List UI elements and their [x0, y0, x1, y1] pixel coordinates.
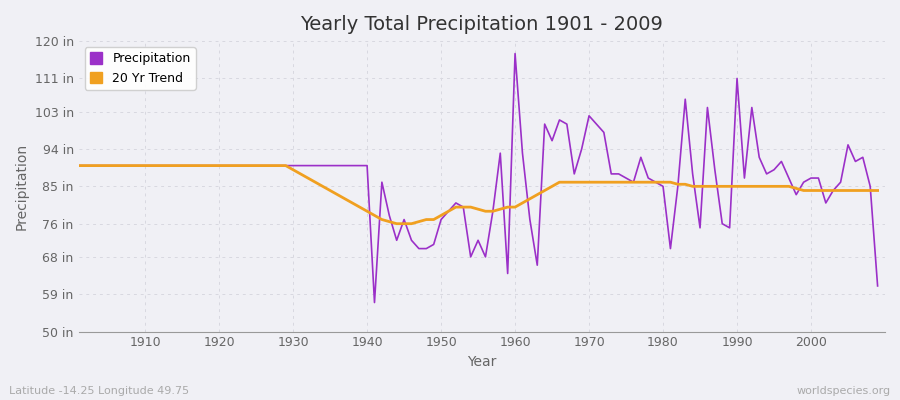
- 20 Yr Trend: [606, 180, 616, 184]
- Line: 20 Yr Trend: 20 Yr Trend: [78, 166, 878, 224]
- Precipitation: [132, 163, 143, 168]
- 20 Yr Trend: [872, 188, 883, 193]
- Precipitation: [613, 172, 624, 176]
- 20 Yr Trend: [339, 196, 350, 201]
- Precipitation: [518, 151, 528, 156]
- Precipitation: [339, 163, 350, 168]
- Text: Latitude -14.25 Longitude 49.75: Latitude -14.25 Longitude 49.75: [9, 386, 189, 396]
- Precipitation: [73, 163, 84, 168]
- Precipitation: [369, 300, 380, 305]
- Title: Yearly Total Precipitation 1901 - 2009: Yearly Total Precipitation 1901 - 2009: [301, 15, 663, 34]
- 20 Yr Trend: [73, 163, 84, 168]
- Precipitation: [525, 217, 535, 222]
- 20 Yr Trend: [509, 205, 520, 210]
- Y-axis label: Precipitation: Precipitation: [15, 143, 29, 230]
- Precipitation: [509, 51, 520, 56]
- Precipitation: [295, 163, 306, 168]
- 20 Yr Trend: [518, 200, 528, 205]
- Legend: Precipitation, 20 Yr Trend: Precipitation, 20 Yr Trend: [85, 47, 195, 90]
- Text: worldspecies.org: worldspecies.org: [796, 386, 891, 396]
- Precipitation: [872, 284, 883, 288]
- 20 Yr Trend: [295, 172, 306, 176]
- 20 Yr Trend: [132, 163, 143, 168]
- X-axis label: Year: Year: [467, 355, 497, 369]
- Line: Precipitation: Precipitation: [78, 54, 878, 302]
- 20 Yr Trend: [392, 221, 402, 226]
